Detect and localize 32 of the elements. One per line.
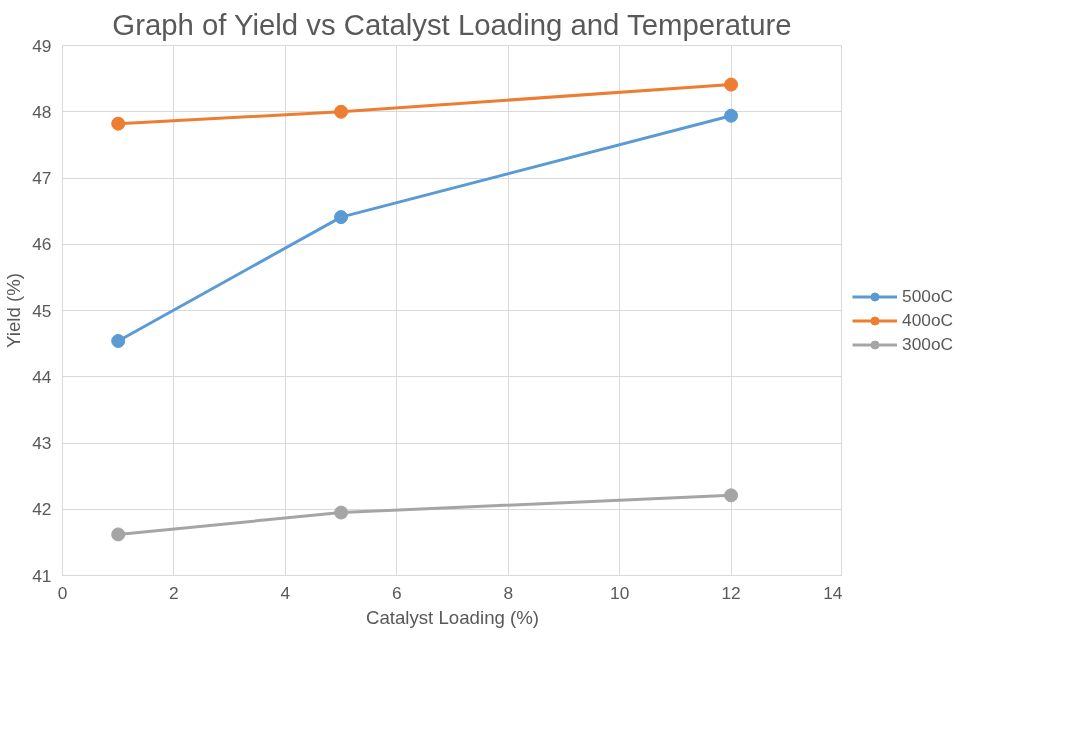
legend-label: 300oC xyxy=(902,333,954,355)
y-axis-title: Yield (%) xyxy=(3,272,25,348)
x-tick-label: 10 xyxy=(610,582,630,603)
legend-label: 500oC xyxy=(902,285,954,307)
chart-title: Graph of Yield vs Catalyst Loading and Temperature xyxy=(112,7,792,41)
point xyxy=(334,505,349,520)
y-tick-label: 42 xyxy=(32,499,52,520)
y-tick-label: 48 xyxy=(32,101,52,122)
y-tick-label: 45 xyxy=(32,300,52,321)
point xyxy=(724,488,739,503)
point xyxy=(111,527,126,542)
y-tick-label: 44 xyxy=(32,366,52,387)
x-tick-label: 0 xyxy=(57,582,68,603)
y-tick-label: 46 xyxy=(32,234,52,255)
y-tick-label: 41 xyxy=(32,565,52,586)
point xyxy=(111,116,126,131)
x-tick-label: 12 xyxy=(721,582,741,603)
x-axis-title: Catalyst Loading (%) xyxy=(365,606,540,628)
point xyxy=(724,108,739,123)
x-tick-label: 14 xyxy=(823,582,843,603)
y-tick-label: 43 xyxy=(32,433,52,453)
y-tick-label: 49 xyxy=(32,35,52,56)
point xyxy=(334,104,349,119)
legend-label: 400oC xyxy=(902,309,954,331)
point xyxy=(111,333,126,348)
x-tick-label: 6 xyxy=(391,582,402,603)
point xyxy=(724,77,739,92)
point xyxy=(334,210,349,225)
x-tick-label: 4 xyxy=(280,582,291,603)
x-tick-label: 8 xyxy=(503,582,514,603)
x-tick-label: 2 xyxy=(169,582,179,603)
y-tick-label: 47 xyxy=(32,168,52,188)
